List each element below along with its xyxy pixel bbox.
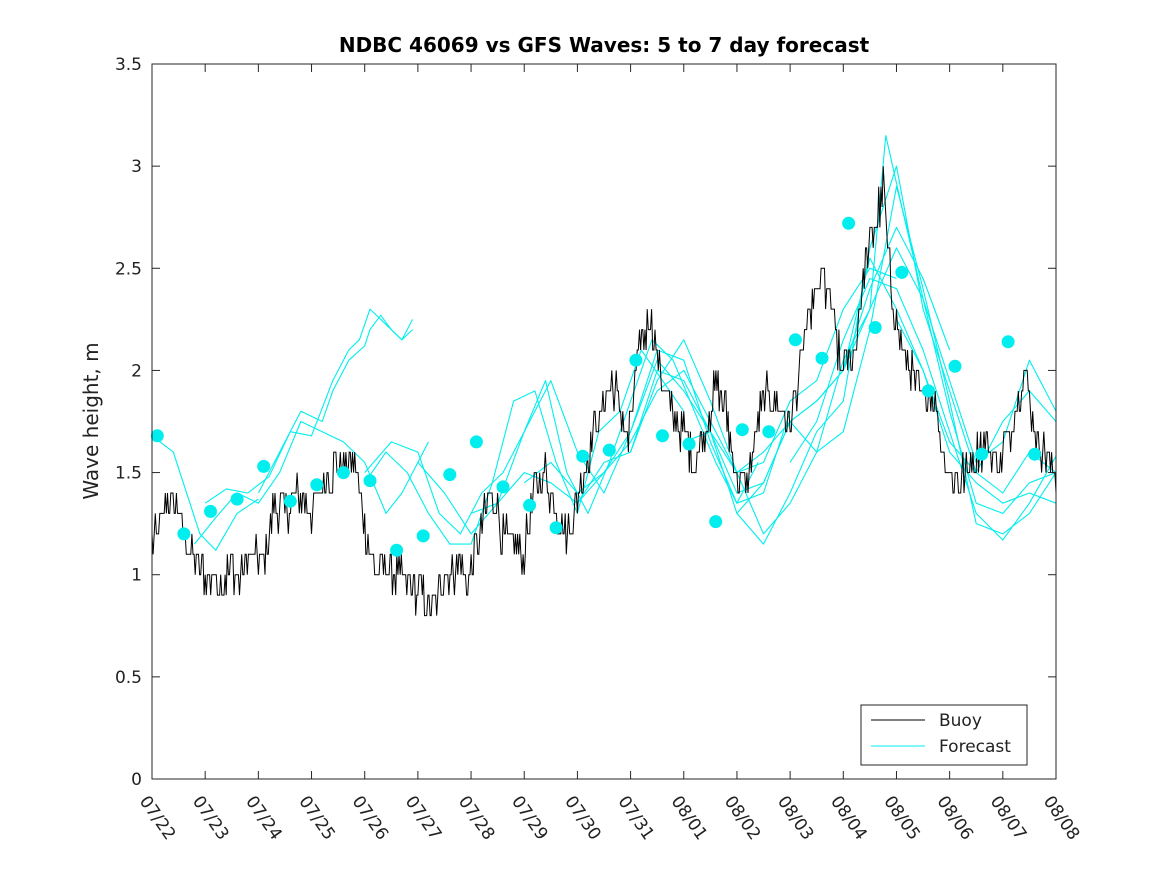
forecast-point <box>682 437 696 451</box>
forecast-point <box>921 384 935 398</box>
forecast-point <box>443 468 457 482</box>
forecast-line-15 <box>842 247 1057 463</box>
forecast-series <box>151 134 1057 551</box>
y-axis-label: Wave height, m <box>79 342 103 499</box>
forecast-point <box>363 474 377 488</box>
forecast-point <box>709 515 723 529</box>
forecast-point <box>735 423 749 437</box>
forecast-point <box>336 466 350 480</box>
buoy-line <box>151 166 1057 617</box>
forecast-points <box>150 216 1042 557</box>
y-tick-label: 2 <box>131 361 142 381</box>
y-tick-label: 0.5 <box>115 668 142 688</box>
forecast-point <box>1028 447 1042 461</box>
forecast-point <box>496 480 510 494</box>
forecast-line-7 <box>417 349 791 535</box>
forecast-point <box>576 449 590 463</box>
x-tick-label: 08/04 <box>826 792 870 844</box>
forecast-line-11 <box>630 134 1057 535</box>
x-tick-label: 07/28 <box>454 792 498 844</box>
forecast-point <box>523 498 537 512</box>
x-tick-label: 08/01 <box>667 792 711 844</box>
forecast-point <box>177 527 191 541</box>
forecast-point <box>842 216 856 230</box>
x-tick-label: 07/29 <box>507 792 551 844</box>
buoy-series-group <box>151 166 1057 617</box>
forecast-point <box>815 351 829 365</box>
forecast-point <box>868 321 882 334</box>
y-tick-label: 1 <box>131 566 142 586</box>
x-tick-label: 07/24 <box>241 792 285 844</box>
chart-title: NDBC 46069 vs GFS Waves: 5 to 7 day fore… <box>339 33 870 57</box>
forecast-point <box>416 529 430 543</box>
plot-background <box>152 64 1056 779</box>
plot-area <box>150 63 1057 780</box>
x-tick-label: 07/22 <box>135 792 179 844</box>
forecast-point <box>230 492 244 506</box>
y-tick-label: 3 <box>131 157 142 177</box>
forecast-point <box>283 494 297 508</box>
legend-buoy-label: Buoy <box>939 711 982 731</box>
forecast-line-10 <box>576 257 1057 504</box>
forecast-point <box>257 459 271 473</box>
forecast-point <box>895 265 909 279</box>
x-tick-label: 08/02 <box>720 792 764 844</box>
x-tick-label: 07/26 <box>348 792 392 844</box>
forecast-point <box>602 443 616 457</box>
legend-forecast-label: Forecast <box>939 737 1011 757</box>
forecast-point <box>549 521 563 535</box>
forecast-line-13 <box>736 186 1057 535</box>
x-tick-label: 07/23 <box>188 792 232 844</box>
forecast-line-5 <box>364 349 685 545</box>
plot-frame <box>151 63 1057 780</box>
y-axis: 0 0.5 1 1.5 2 2.5 3 3.5 <box>115 55 1056 790</box>
forecast-line-14 <box>789 277 1057 541</box>
forecast-point <box>656 429 669 443</box>
x-tick-label: 08/07 <box>986 792 1030 844</box>
x-tick-label: 08/06 <box>933 792 977 844</box>
forecast-line-4 <box>257 314 414 494</box>
forecast-point <box>975 447 989 461</box>
x-tick-label: 07/31 <box>613 792 657 844</box>
forecast-point <box>788 333 802 347</box>
forecast-point <box>204 504 217 518</box>
y-tick-label: 3.5 <box>115 55 142 75</box>
forecast-line-6 <box>364 339 759 535</box>
x-tick-label: 08/05 <box>879 792 923 844</box>
x-tick-label: 08/03 <box>773 792 817 844</box>
forecast-point <box>150 429 164 443</box>
y-tick-label: 2.5 <box>115 259 142 279</box>
forecast-point <box>762 425 776 439</box>
forecast-point <box>1001 335 1015 349</box>
y-tick-label: 1.5 <box>115 464 142 484</box>
x-tick-label: 07/25 <box>294 792 338 844</box>
forecast-point <box>469 435 483 449</box>
legend: Buoy Forecast <box>860 704 1028 766</box>
forecast-point <box>948 359 962 373</box>
forecast-point <box>310 478 324 492</box>
forecast-line-1 <box>151 435 259 551</box>
y-tick-label: 0 <box>131 770 142 790</box>
x-tick-label: 07/27 <box>401 792 445 844</box>
forecast-point <box>629 353 643 367</box>
x-tick-label: 08/08 <box>1039 792 1083 844</box>
x-tick-label: 07/30 <box>560 792 604 844</box>
forecast-point <box>390 543 404 557</box>
legend-box <box>860 704 1028 766</box>
forecast-line-12 <box>683 165 1057 545</box>
